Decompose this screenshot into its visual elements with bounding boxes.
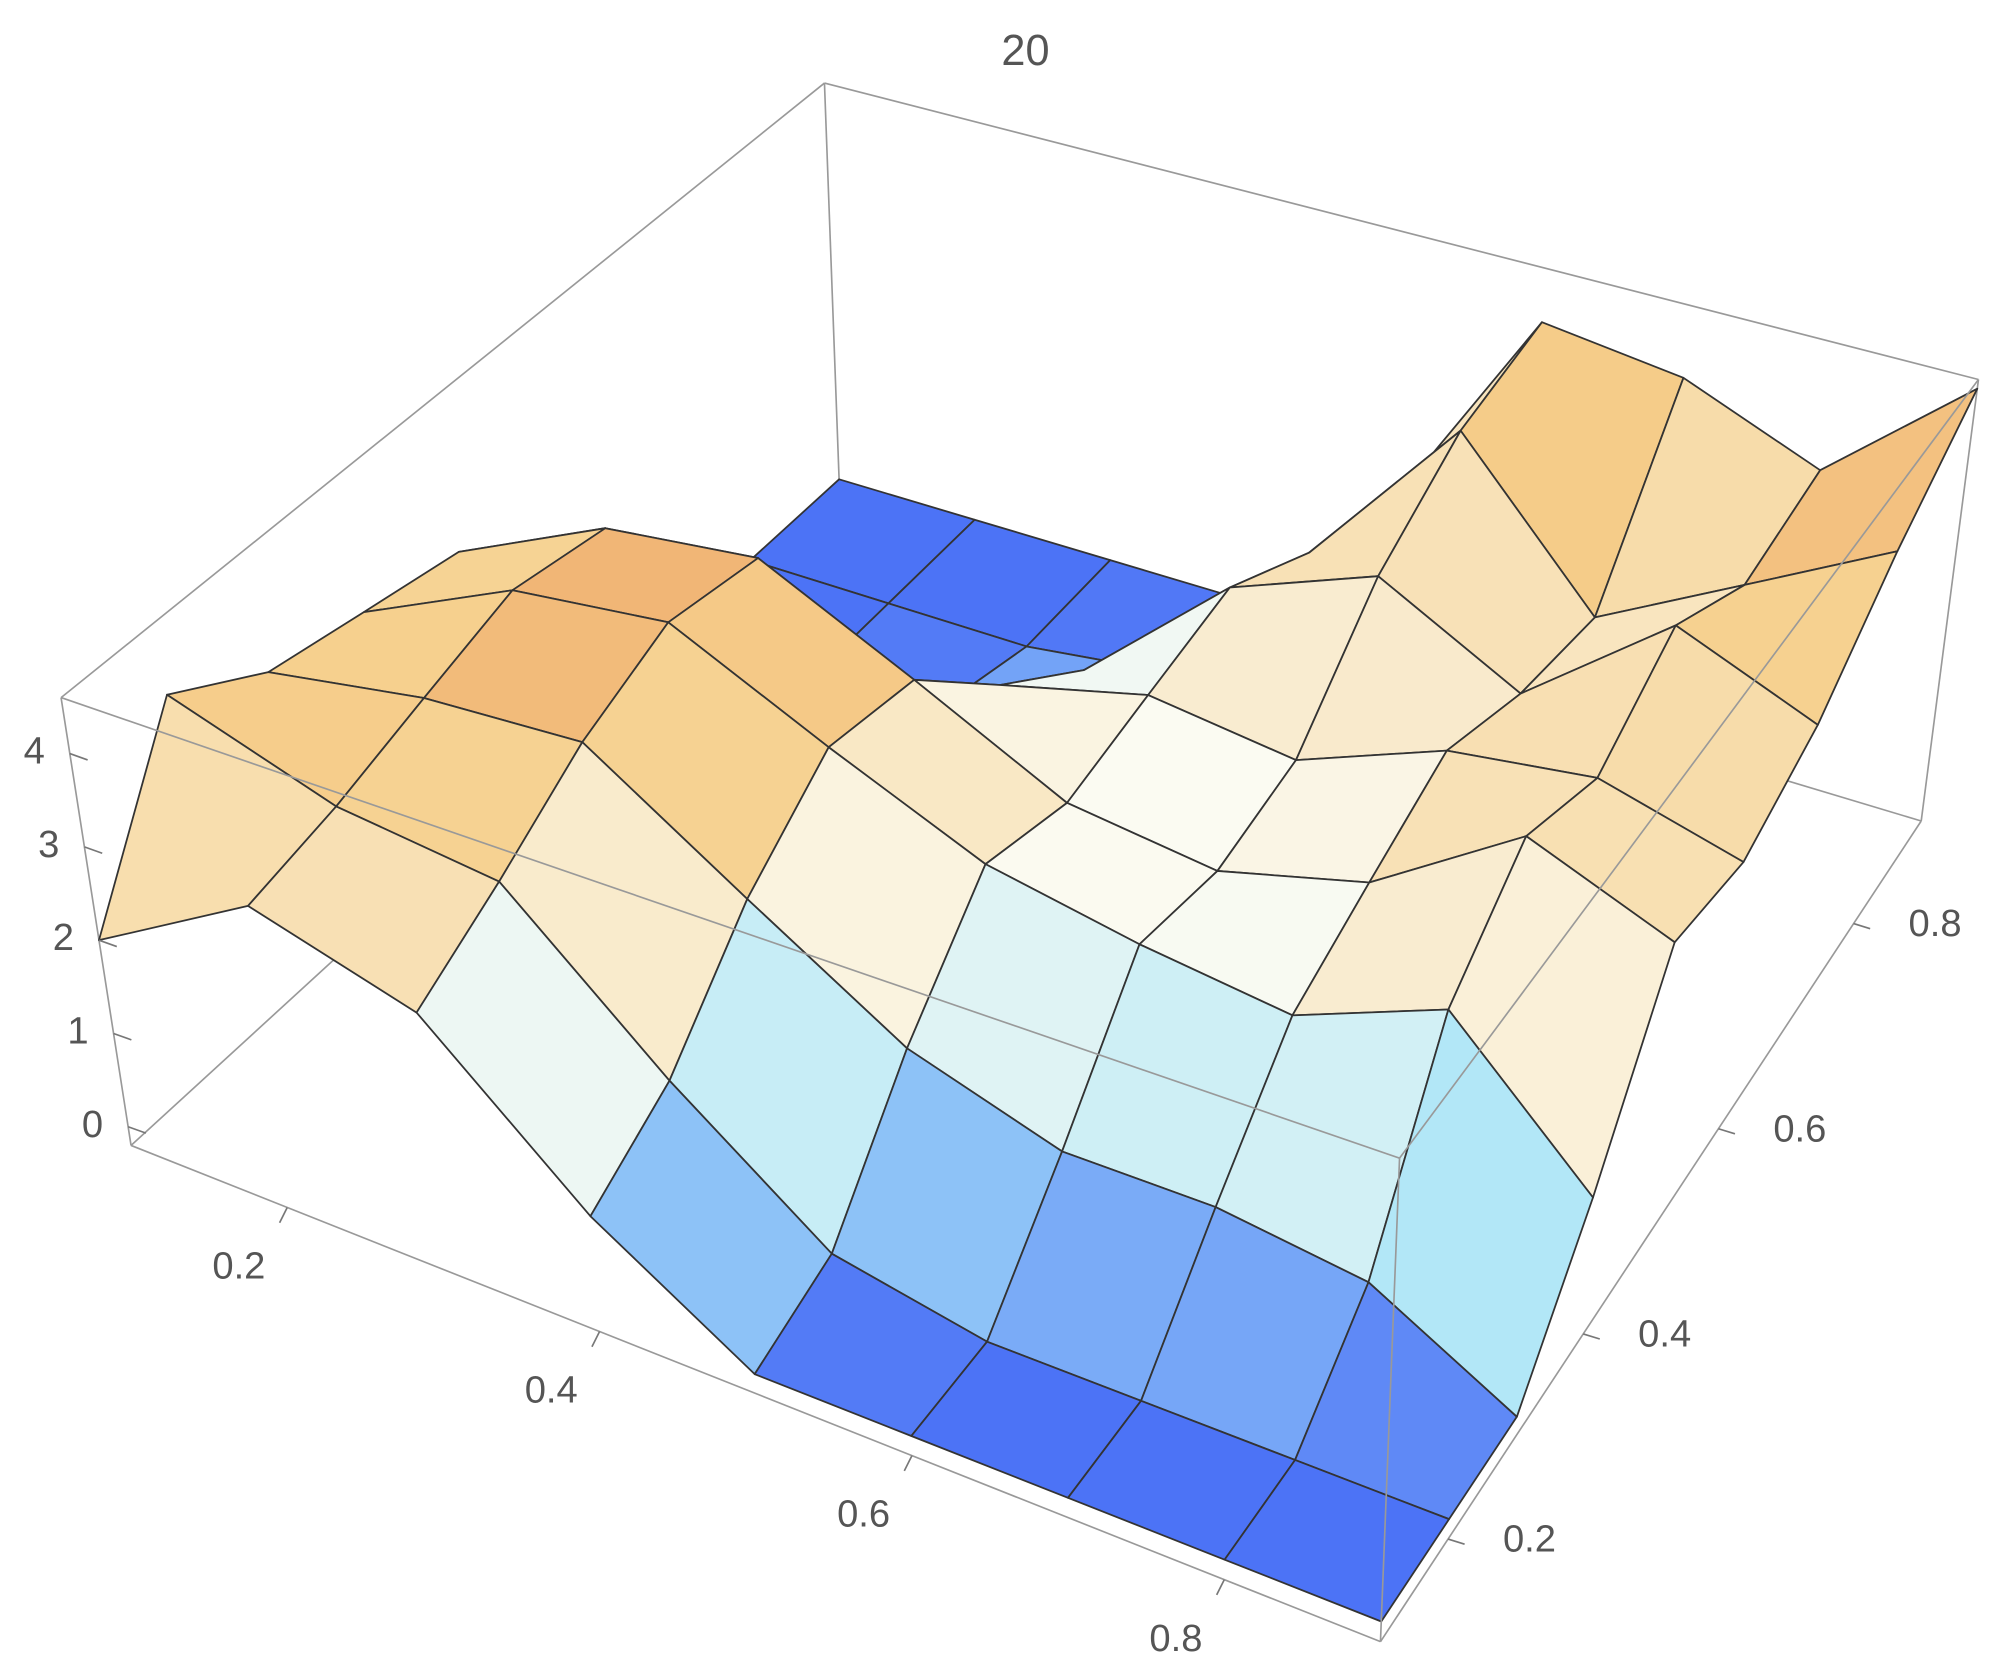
box-edge [1379, 1158, 1401, 1642]
box-edge [1398, 379, 1980, 1159]
box-edge [130, 1144, 1381, 1643]
y-tick-label: 0.6 [1773, 1107, 1826, 1150]
x-tick [1215, 1579, 1226, 1596]
z-tick [98, 939, 118, 948]
z-tick [84, 846, 103, 855]
box-edge [60, 82, 825, 699]
x-tick [903, 1455, 913, 1472]
x-tick-label: 0.4 [525, 1369, 578, 1412]
x-tick-label: 0.6 [837, 1493, 890, 1536]
surface-patch [1223, 1459, 1450, 1623]
z-tick-label: 1 [67, 1010, 88, 1053]
x-tick [278, 1207, 288, 1224]
y-tick-label: 0.4 [1638, 1313, 1691, 1356]
y-tick [1583, 1333, 1601, 1340]
z-tick-label: 0 [82, 1103, 103, 1146]
y-tick-label: 0.8 [1909, 902, 1962, 945]
box-edge [60, 697, 132, 1146]
z-tick-label: 4 [24, 730, 45, 773]
x-tick-label: 0.2 [212, 1245, 265, 1288]
box-edge [823, 83, 841, 497]
z-tick [69, 752, 88, 761]
z-tick [127, 1126, 147, 1134]
y-tick [1447, 1538, 1465, 1545]
box-edge [60, 696, 1400, 1159]
z-tick-label: 3 [38, 823, 59, 866]
y-tick [1718, 1127, 1736, 1135]
y-tick [1853, 922, 1871, 930]
y-tick-label: 0.2 [1503, 1518, 1556, 1561]
chart-title: 20 [1001, 27, 1049, 75]
z-tick [113, 1032, 132, 1041]
x-tick-label: 0.8 [1149, 1617, 1202, 1656]
x-tick [591, 1331, 601, 1348]
z-tick-label: 2 [53, 916, 74, 959]
box-edge [1379, 820, 1922, 1643]
box-edge [824, 82, 1979, 381]
box-edge [1920, 379, 1980, 822]
